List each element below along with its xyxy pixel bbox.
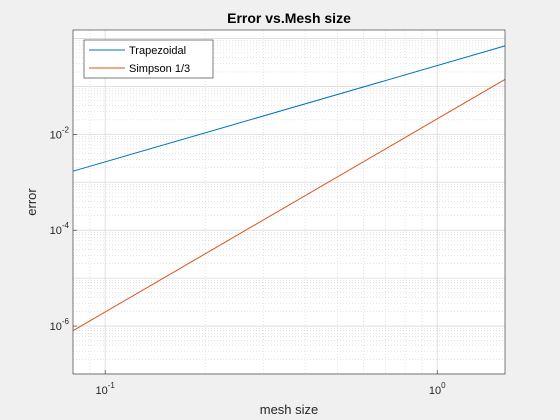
chart-title: Error vs.Mesh size bbox=[227, 10, 351, 26]
y-axis-label: error bbox=[24, 188, 39, 216]
legend-box bbox=[83, 39, 214, 79]
x-tick-label: 100 bbox=[429, 381, 446, 397]
y-tick-label: 10-6 bbox=[50, 317, 70, 333]
y-tick-label: 10-2 bbox=[50, 125, 70, 141]
legend-label-simpson: Simpson 1/3 bbox=[129, 63, 190, 75]
minor-grid bbox=[72, 30, 505, 374]
x-ticks: 10-1 100 bbox=[95, 370, 446, 397]
x-axis-label: mesh size bbox=[260, 402, 319, 417]
legend: Trapezoidal Simpson 1/3 bbox=[83, 39, 214, 79]
series-layer bbox=[72, 45, 506, 332]
plot-area bbox=[73, 30, 505, 374]
axes-box bbox=[72, 29, 506, 375]
legend-label-trapezoidal: Trapezoidal bbox=[129, 45, 186, 57]
x-tick-label: 10-1 bbox=[95, 381, 115, 397]
series-line-simpson-1-3 bbox=[72, 78, 506, 332]
series-line-trapezoidal bbox=[72, 45, 506, 172]
y-ticks: 10-6 10-4 10-2 bbox=[50, 125, 77, 333]
y-tick-label: 10-4 bbox=[50, 221, 70, 237]
